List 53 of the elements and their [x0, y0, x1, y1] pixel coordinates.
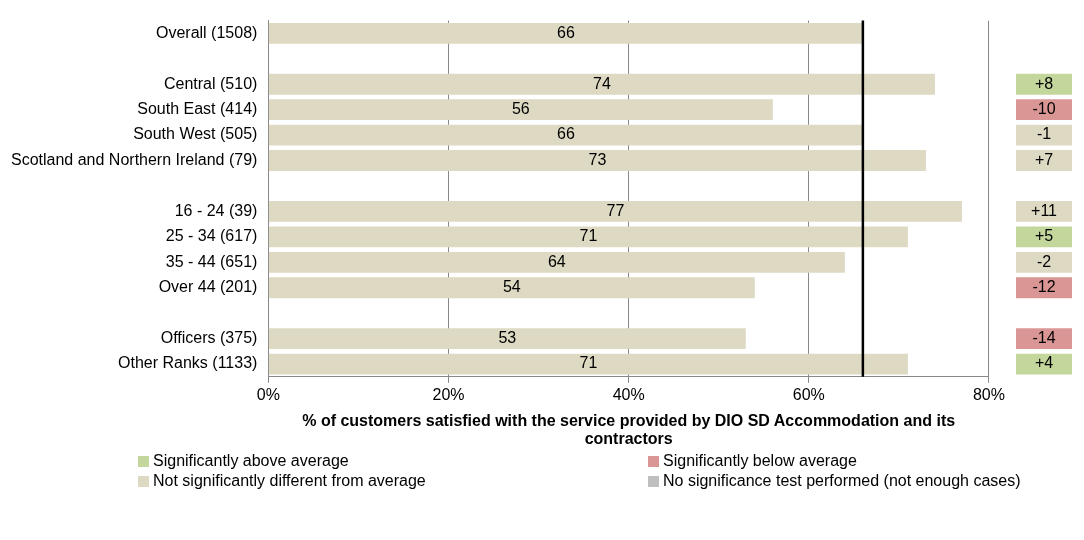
category-label: -12: [1032, 278, 1056, 296]
data-label: 71: [579, 354, 598, 372]
data-label: 53: [498, 329, 517, 347]
bar: [268, 226, 908, 248]
y-tick-label: Central (510): [163, 74, 258, 92]
bar: [268, 99, 773, 121]
bar: [268, 277, 755, 299]
y-tick-label: Over 44 (201): [158, 278, 258, 296]
data-label: 71: [579, 227, 598, 245]
category-label: -2: [1036, 252, 1052, 270]
y-tick-label: Scotland and Northern Ireland (79): [10, 150, 258, 168]
bar: [268, 150, 926, 171]
legend-label: No significance test performed (not enough cases): [663, 472, 1021, 490]
data-label: 64: [547, 252, 566, 270]
data-label: 74: [593, 74, 611, 92]
bar: [268, 73, 935, 95]
legend-label: Significantly above average: [153, 452, 349, 470]
category-label: +4: [1034, 354, 1054, 372]
x-tick-label: 20%: [432, 385, 465, 403]
y-tick-label: Officers (375): [160, 329, 258, 347]
bar: [268, 22, 863, 44]
y-tick-label: South West (505): [133, 125, 258, 143]
y-tick-label: 25 - 34 (617): [165, 227, 258, 245]
y-tick-label: South East (414): [137, 100, 258, 118]
data-label: 54: [502, 278, 521, 296]
data-label: 66: [556, 125, 575, 143]
data-label: 56: [511, 100, 530, 118]
category-label: -14: [1032, 329, 1056, 347]
x-tick-label: 40%: [612, 385, 645, 403]
legend-label: Not significantly different from average: [153, 472, 426, 490]
category-label: +11: [1031, 201, 1058, 219]
y-tick-label: 16 - 24 (39): [174, 201, 258, 219]
x-tick-label: 0%: [256, 385, 280, 403]
data-label: 77: [606, 201, 625, 219]
x-tick-label: 80%: [972, 385, 1005, 403]
data-label: 73: [588, 150, 607, 168]
legend-label: Significantly below average: [663, 452, 857, 470]
bar: [268, 124, 863, 146]
y-tick-label: Other Ranks (1133): [118, 354, 258, 372]
data-label: 66: [556, 23, 575, 41]
category-label: +8: [1034, 74, 1054, 92]
y-tick-label: 35 - 44 (651): [165, 252, 258, 270]
bar: [268, 353, 908, 375]
bar: [268, 328, 746, 350]
category-label: -1: [1036, 125, 1052, 143]
category-label: +5: [1034, 227, 1054, 245]
category-label: -10: [1032, 100, 1056, 118]
bar: [268, 200, 962, 222]
x-tick-label: 60%: [792, 385, 825, 403]
x-axis-title: % of customers satisfied with the service provided by DIO SD Accommodation and its contractors: [301, 412, 957, 448]
category-label: +7: [1034, 150, 1054, 168]
y-tick-label: Overall (1508): [155, 23, 258, 41]
bar: [268, 251, 845, 273]
